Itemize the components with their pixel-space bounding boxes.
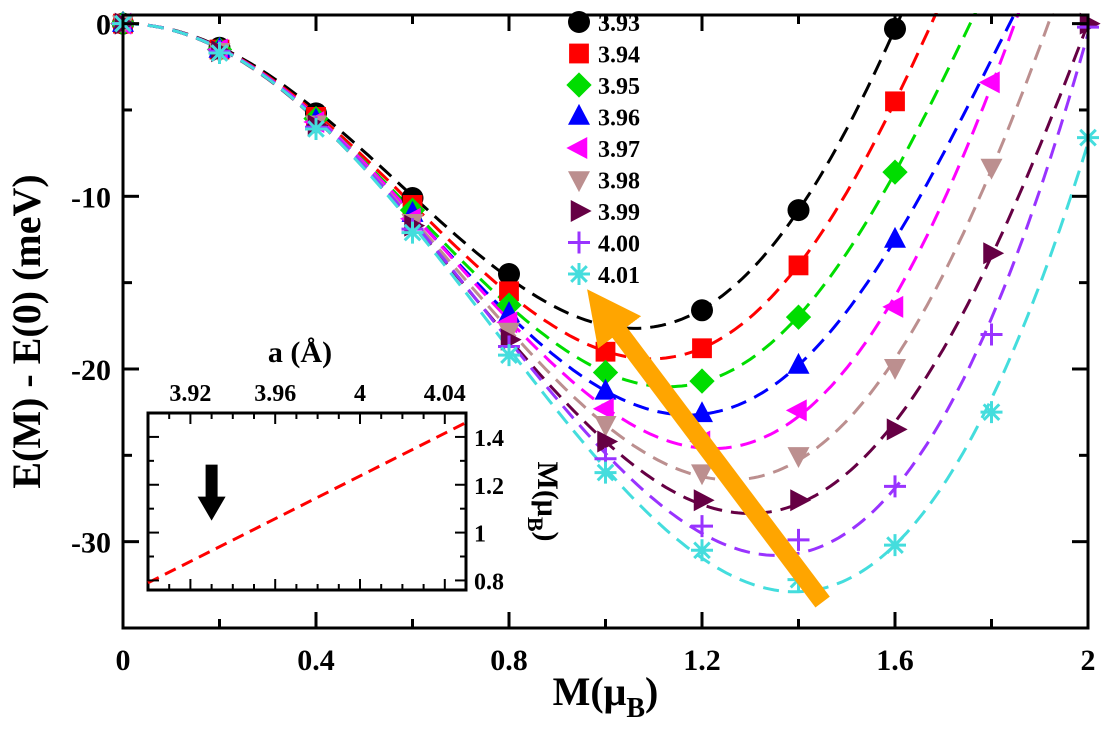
legend: 3.93 3.94 3.95 3.96 3.97 3.98 3.99 4.00 4.01 [566, 11, 640, 289]
point-3.97-9 [978, 71, 1000, 94]
point-3.99-7 [790, 489, 812, 512]
legend-label-3.97: 3.97 [598, 137, 640, 163]
x-tick-label: 0.8 [490, 644, 528, 677]
inset-x-tick-label: 4 [354, 381, 366, 407]
point-4.01-4 [498, 344, 520, 367]
point-3.94-4 [499, 281, 519, 302]
point-3.95-6 [689, 368, 715, 394]
fit-curve-3.95 [123, 13, 977, 389]
point-3.94-5 [595, 341, 616, 362]
legend-symbol-3.94 [569, 43, 589, 64]
point-3.96-6 [691, 401, 713, 423]
point-3.95-7 [785, 304, 812, 330]
legend-label-4.00: 4.00 [598, 232, 640, 258]
point-3.93-6 [691, 299, 713, 322]
point-4.01-3 [401, 221, 424, 244]
point-3.99-6 [693, 489, 715, 512]
point-3.97-7 [785, 399, 807, 422]
point-3.97-5 [592, 397, 614, 420]
legend-symbol-3.99 [570, 200, 592, 222]
point-3.99-9 [983, 242, 1005, 265]
inset-y-tick-label: 1 [474, 522, 486, 548]
point-3.98-5 [594, 415, 617, 437]
point-4.00-8 [884, 475, 906, 498]
legend-symbol-3.93 [568, 11, 590, 33]
point-3.98-7 [787, 447, 810, 468]
axis-ticks [121, 15, 1090, 628]
inset-x-tick-label: 4.04 [424, 381, 466, 407]
legend-symbol-4.01 [568, 263, 590, 285]
inset-arrow-head [197, 496, 226, 521]
point-3.94-7 [788, 255, 809, 276]
point-3.95-5 [592, 359, 619, 386]
fit-curves [123, 13, 1088, 594]
x-tick-label: 2 [1081, 644, 1096, 677]
legend-symbol-4.00 [568, 231, 590, 254]
y-tick-label: -10 [71, 181, 111, 214]
point-3.98-8 [884, 359, 906, 380]
point-3.95-8 [882, 159, 908, 185]
legend-label-4.01: 4.01 [598, 263, 640, 289]
point-3.96-7 [787, 352, 810, 374]
legend-symbol-3.98 [568, 171, 590, 193]
point-4.00-6 [691, 515, 713, 538]
inset: 3.92 3.96 4 4.04 0.8 1 1.2 1.4 a (Å) M(μB) [146, 336, 564, 595]
point-3.98-6 [691, 464, 713, 486]
legend-label-3.93: 3.93 [598, 11, 640, 37]
point-3.98-9 [980, 158, 1003, 180]
point-3.96-8 [884, 226, 906, 248]
legend-label-3.99: 3.99 [598, 200, 640, 226]
inset-x-tick-label: 3.96 [254, 381, 296, 407]
y-tick-label: -20 [71, 354, 111, 387]
legend-symbol-3.97 [566, 137, 588, 159]
point-4.01-2 [305, 117, 327, 140]
x-tick-label: 0 [116, 644, 131, 677]
fit-curve-3.98 [123, 13, 1054, 482]
annotation-arrow [587, 289, 830, 608]
inset-x-tick-label: 3.92 [169, 381, 211, 407]
y-axis-title: E(M) - E(0) (meV) [4, 174, 49, 488]
point-4.01-6 [691, 539, 713, 562]
point-3.96-5 [594, 378, 617, 400]
point-3.99-10 [1079, 12, 1101, 35]
point-4.01-1 [208, 41, 231, 64]
legend-label-3.95: 3.95 [598, 74, 640, 100]
point-3.99-8 [886, 418, 908, 441]
fit-curve-4.01 [123, 22, 1088, 594]
inset-y-title: M(μB) [523, 462, 564, 542]
inset-x-title: a (Å) [268, 336, 332, 369]
x-axis-title: M(μB) [553, 669, 659, 724]
inset-line [147, 421, 467, 585]
legend-label-3.94: 3.94 [598, 43, 640, 69]
legend-label-3.98: 3.98 [598, 169, 640, 195]
point-3.93-7 [787, 199, 810, 222]
inset-y-tick-label: 1.2 [474, 474, 504, 500]
legend-symbol-3.96 [568, 103, 590, 125]
inset-y-tick-label: 1.4 [474, 426, 504, 452]
point-4.00-9 [980, 323, 1003, 346]
y-tick-label: -30 [71, 527, 111, 560]
y-tick-label: 0 [96, 9, 111, 42]
x-tick-label: 1.2 [683, 644, 721, 677]
point-3.94-6 [692, 338, 712, 359]
point-4.01-9 [980, 401, 1003, 424]
point-3.99-5 [597, 430, 619, 453]
inset-y-tick-label: 0.8 [474, 569, 504, 595]
point-4.00-7 [787, 528, 810, 551]
point-3.97-8 [882, 295, 904, 318]
point-3.93-4 [498, 263, 520, 286]
inset-arrow-shaft [205, 464, 218, 499]
legend-symbol-3.95 [566, 72, 592, 98]
point-3.94-8 [885, 91, 905, 112]
point-4.01-5 [594, 461, 617, 484]
x-tick-label: 1.6 [876, 644, 914, 677]
point-4.01-8 [884, 534, 906, 557]
x-tick-label: 0.4 [297, 644, 335, 677]
legend-label-3.96: 3.96 [598, 106, 640, 132]
